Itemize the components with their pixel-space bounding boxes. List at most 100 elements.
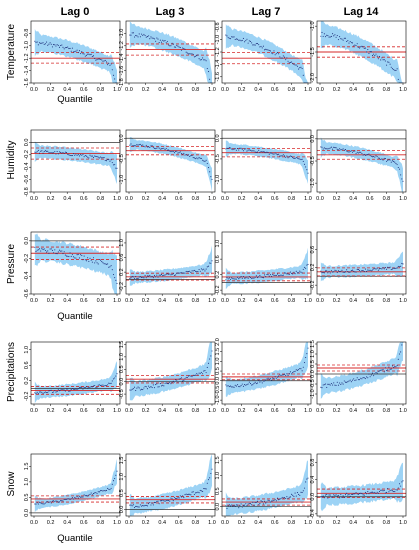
data-point [280, 498, 282, 500]
y-tick-label: -0.6 [24, 289, 30, 298]
y-tick-label: 0.2 [119, 268, 125, 276]
data-point [249, 276, 252, 279]
data-point [88, 260, 90, 262]
data-point [322, 35, 324, 37]
data-point [400, 174, 402, 176]
x-tick-label: 1.0 [399, 408, 407, 414]
y-tick-label: 0.0 [215, 377, 221, 385]
data-point [190, 375, 192, 377]
quantile-points [225, 347, 309, 388]
data-point [73, 388, 75, 390]
data-point [288, 496, 290, 498]
data-point [96, 386, 98, 388]
data-point [252, 150, 254, 152]
data-point [337, 39, 339, 41]
data-point [48, 152, 50, 154]
data-point [235, 385, 237, 387]
x-tick-label: 0.6 [366, 87, 374, 93]
y-axis: -1.0-1.5-2.0 [310, 21, 317, 83]
data-point [324, 494, 327, 496]
x-tick-label: 0.4 [254, 87, 262, 93]
y-axis: 0.00.51.01.5 [119, 457, 126, 513]
data-point [175, 379, 177, 381]
data-point [374, 373, 376, 375]
data-point [62, 152, 64, 154]
plot-area [31, 458, 120, 514]
data-point [253, 382, 255, 384]
x-axis: 0.0 0.2 0.4 0.6 0.8 1.0 [316, 404, 407, 414]
data-point [64, 151, 66, 153]
quantile-points [225, 477, 309, 510]
data-point [56, 390, 58, 393]
y-tick-label: 1.0 [24, 478, 30, 486]
panels: -0.8-1.0-1.2-1.4-1.60.0 0.2 0.4 0.6 0.8 1.0-1… [24, 20, 407, 526]
data-point [116, 282, 118, 285]
data-point [305, 267, 307, 269]
data-point [381, 489, 383, 491]
data-point [376, 55, 378, 57]
data-point [62, 500, 64, 502]
data-point [351, 269, 354, 271]
y-tick-label: -0.4 [310, 509, 316, 518]
panel-snow-lag-3: 0.00.51.01.50.0 0.2 0.4 0.6 0.8 1.0 [119, 453, 216, 526]
data-point [321, 496, 323, 498]
data-point [383, 59, 385, 61]
data-point [191, 155, 193, 157]
data-point [143, 33, 145, 35]
data-point [291, 373, 293, 375]
data-point [285, 497, 287, 500]
data-point [193, 493, 195, 495]
data-point [247, 42, 249, 44]
quantile-points [320, 262, 404, 274]
x-axis: 0.0 0.2 0.4 0.6 0.8 1.0 [316, 516, 407, 526]
data-point [364, 378, 366, 380]
data-point [295, 270, 297, 272]
data-point [207, 71, 210, 73]
data-point [287, 157, 289, 159]
data-point [279, 56, 281, 58]
data-point [207, 265, 210, 267]
data-point [85, 386, 88, 388]
panel-frame [221, 341, 312, 405]
data-point [77, 253, 79, 255]
panel-frame [316, 453, 407, 517]
data-point [360, 492, 362, 494]
data-point [241, 148, 243, 150]
data-point [299, 158, 301, 160]
data-point [204, 369, 206, 372]
data-point [157, 38, 159, 40]
data-point [197, 491, 199, 493]
data-point [150, 36, 152, 38]
data-point [87, 257, 89, 259]
x-tick-label: 0.6 [175, 298, 183, 304]
y-tick-label: -0.5 [119, 154, 125, 163]
data-point [234, 278, 236, 280]
data-point [159, 383, 161, 385]
data-point [371, 54, 374, 57]
data-point [258, 379, 260, 382]
x-tick-label: 0.0 [30, 196, 38, 202]
data-point [204, 59, 206, 61]
data-point [136, 278, 138, 280]
data-point [105, 263, 107, 265]
y-tick-label: -1.4 [215, 60, 221, 69]
data-point [203, 160, 205, 162]
panel-frame [30, 129, 121, 193]
data-point [347, 494, 349, 496]
data-point [210, 355, 212, 357]
x-axis: 0.0 0.2 0.4 0.6 0.8 1.0 [316, 192, 407, 202]
data-point [50, 43, 52, 45]
data-point [43, 151, 45, 153]
data-point [247, 149, 249, 151]
data-point [155, 40, 157, 42]
confidence-band [129, 21, 212, 83]
data-point [323, 384, 325, 386]
data-point [81, 154, 83, 156]
data-point [323, 272, 325, 274]
y-axis: 0.00.51.01.5 [215, 456, 222, 511]
confidence-band [320, 462, 403, 512]
data-point [42, 152, 44, 154]
data-point [306, 264, 308, 266]
y-tick-label: 1.0 [215, 240, 221, 248]
x-tick-label: 1.0 [304, 298, 312, 304]
